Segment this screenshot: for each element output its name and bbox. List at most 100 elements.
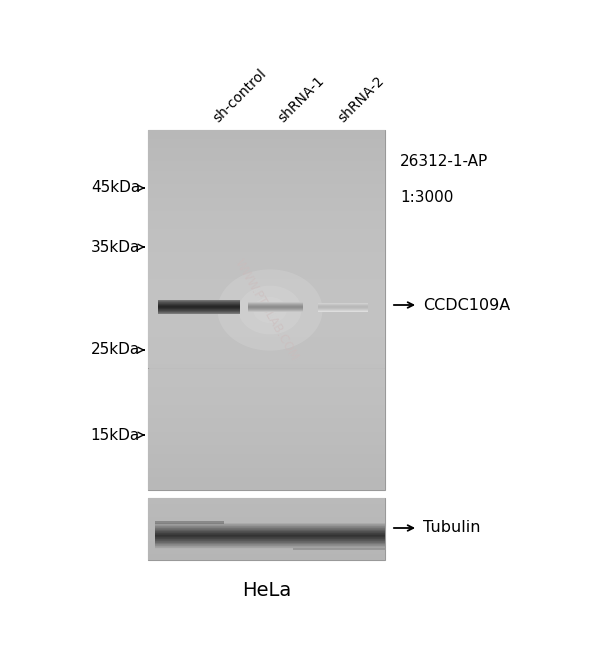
Bar [148, 265, 385, 270]
Bar [148, 310, 385, 315]
Bar [148, 216, 385, 220]
Ellipse shape [218, 269, 323, 350]
Bar [148, 319, 385, 324]
Bar [148, 432, 385, 436]
Bar [148, 278, 385, 283]
Bar [155, 536, 385, 537]
Bar [148, 458, 385, 463]
Bar [155, 544, 385, 545]
Bar [148, 520, 385, 523]
Bar [148, 486, 385, 490]
Bar [148, 409, 385, 413]
Bar [148, 202, 385, 207]
Bar [148, 220, 385, 224]
Bar [148, 157, 385, 161]
Bar [155, 527, 385, 528]
Bar [148, 387, 385, 391]
Bar [148, 166, 385, 170]
Bar [148, 359, 385, 364]
Bar [148, 207, 385, 211]
Bar [155, 548, 385, 549]
Bar [148, 261, 385, 265]
Bar [148, 445, 385, 450]
Text: sh-control: sh-control [210, 66, 269, 125]
Bar [148, 346, 385, 350]
Ellipse shape [253, 297, 287, 323]
Bar [148, 501, 385, 504]
Bar [148, 472, 385, 476]
Bar [148, 198, 385, 202]
Text: 35kDa: 35kDa [91, 239, 140, 255]
Bar [155, 529, 385, 530]
Bar [148, 161, 385, 166]
Bar [148, 467, 385, 472]
Text: WWW.PTGLAB.COM: WWW.PTGLAB.COM [232, 257, 301, 363]
Bar [148, 504, 385, 507]
Text: Tubulin: Tubulin [423, 521, 481, 536]
Bar [155, 526, 385, 527]
Bar [155, 531, 385, 532]
Bar [148, 454, 385, 458]
Bar [148, 404, 385, 409]
Bar [148, 242, 385, 247]
Bar [148, 274, 385, 278]
Bar [148, 507, 385, 510]
Bar [148, 170, 385, 175]
Bar [148, 481, 385, 486]
Bar [148, 529, 385, 532]
Bar [148, 333, 385, 337]
Bar [155, 532, 385, 533]
Ellipse shape [239, 285, 302, 334]
Bar [155, 525, 385, 526]
Bar [148, 324, 385, 328]
Bar [148, 175, 385, 179]
Bar [148, 554, 385, 557]
Bar [148, 179, 385, 184]
Text: 26312-1-AP: 26312-1-AP [400, 155, 488, 170]
Bar [148, 373, 385, 378]
Bar [148, 296, 385, 301]
Bar [148, 229, 385, 233]
Text: HeLa: HeLa [242, 580, 291, 599]
Bar [148, 427, 385, 432]
Bar [148, 418, 385, 422]
Bar [148, 252, 385, 256]
Text: shRNA-2: shRNA-2 [335, 73, 386, 125]
Bar [155, 541, 385, 542]
Bar [148, 292, 385, 296]
Bar [155, 542, 385, 543]
Bar [148, 283, 385, 287]
Text: CCDC109A: CCDC109A [423, 298, 510, 313]
Bar [148, 188, 385, 193]
Bar [148, 498, 385, 501]
Bar [148, 233, 385, 238]
Bar [148, 551, 385, 554]
Bar [148, 557, 385, 560]
Bar [148, 364, 385, 369]
Bar [148, 247, 385, 252]
Bar [148, 535, 385, 538]
Bar [155, 545, 385, 546]
Bar [148, 328, 385, 333]
Bar [148, 355, 385, 359]
Bar [148, 498, 385, 560]
Bar [148, 514, 385, 517]
Bar [148, 224, 385, 229]
Bar [155, 530, 385, 531]
Text: 15kDa: 15kDa [91, 428, 140, 443]
Bar [148, 413, 385, 418]
Bar [148, 532, 385, 535]
Bar [148, 130, 385, 490]
Bar [155, 538, 385, 539]
Bar [148, 523, 385, 526]
Bar [148, 436, 385, 441]
Bar [148, 538, 385, 541]
Bar [148, 301, 385, 305]
Bar [148, 184, 385, 188]
Bar [148, 238, 385, 242]
Bar [148, 287, 385, 292]
Bar [148, 391, 385, 395]
Bar [155, 540, 385, 541]
Bar [155, 521, 224, 524]
Bar [148, 378, 385, 382]
